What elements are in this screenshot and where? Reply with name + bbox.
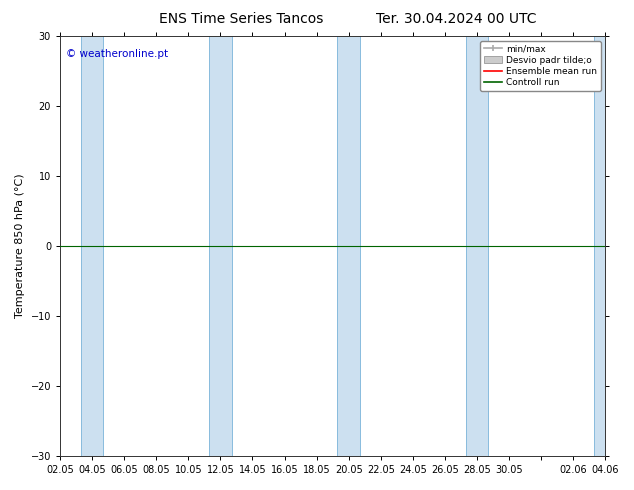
Y-axis label: Temperature 850 hPa (°C): Temperature 850 hPa (°C) bbox=[15, 174, 25, 318]
Bar bbox=[209, 36, 231, 456]
Bar bbox=[594, 36, 616, 456]
Legend: min/max, Desvio padr tilde;o, Ensemble mean run, Controll run: min/max, Desvio padr tilde;o, Ensemble m… bbox=[480, 41, 601, 91]
Text: © weatheronline.pt: © weatheronline.pt bbox=[65, 49, 167, 59]
Bar bbox=[337, 36, 360, 456]
Text: ENS Time Series Tancos: ENS Time Series Tancos bbox=[158, 12, 323, 26]
Bar bbox=[466, 36, 488, 456]
Bar bbox=[81, 36, 103, 456]
Text: Ter. 30.04.2024 00 UTC: Ter. 30.04.2024 00 UTC bbox=[376, 12, 537, 26]
